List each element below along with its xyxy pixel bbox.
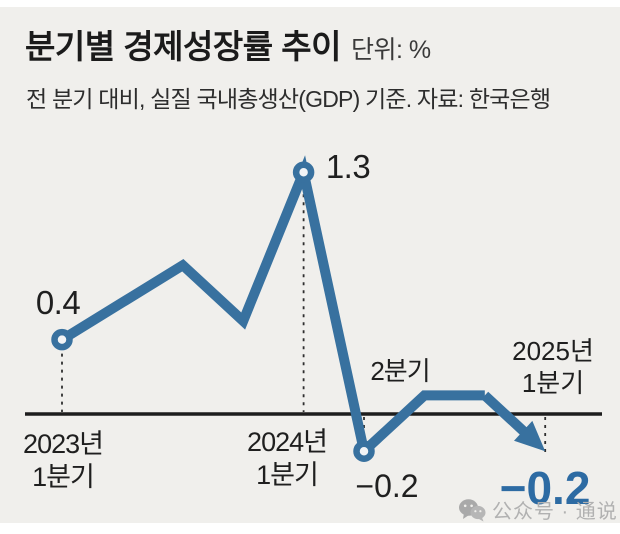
- point-label-2024q2: −0.2: [355, 468, 419, 504]
- page-title: 분기별 경제성장률 추이 단위: %: [25, 20, 431, 68]
- axis-label-2024-line2: 1분기: [256, 460, 319, 490]
- point-label-2024q1: 1.3: [325, 148, 371, 185]
- chart-subtitle: 전 분기 대비, 실질 국내총생산(GDP) 기준. 자료: 한국은행: [26, 86, 551, 112]
- wechat-icon: [459, 498, 486, 521]
- axis-label-2025-line1: 2025년: [512, 336, 594, 366]
- watermark: 公众号 · 通说: [458, 495, 618, 524]
- watermark-text: 公众号 · 通说: [492, 501, 618, 523]
- axis-label-q2: 2분기: [370, 356, 430, 386]
- title-text: 분기별 경제성장률 추이: [25, 28, 341, 65]
- highlight-value-2025q1: −0.2: [499, 462, 591, 514]
- chart-card: [0, 7, 620, 523]
- axis-label-2024q1: 2024년 1분기: [238, 426, 336, 492]
- axis-label-2025-line2: 1분기: [521, 368, 585, 398]
- unit-label: 단위: %: [350, 36, 431, 64]
- axis-label-2023-line2: 1분기: [32, 462, 95, 492]
- axis-label-2023-line1: 2023년: [23, 429, 104, 459]
- axis-label-2023q1: 2023년 1분기: [14, 428, 112, 494]
- axis-label-2024-line1: 2024년: [247, 427, 328, 457]
- point-label-2023q1: 0.4: [35, 284, 81, 321]
- axis-label-2025q1: 2025년 1분기: [505, 335, 601, 399]
